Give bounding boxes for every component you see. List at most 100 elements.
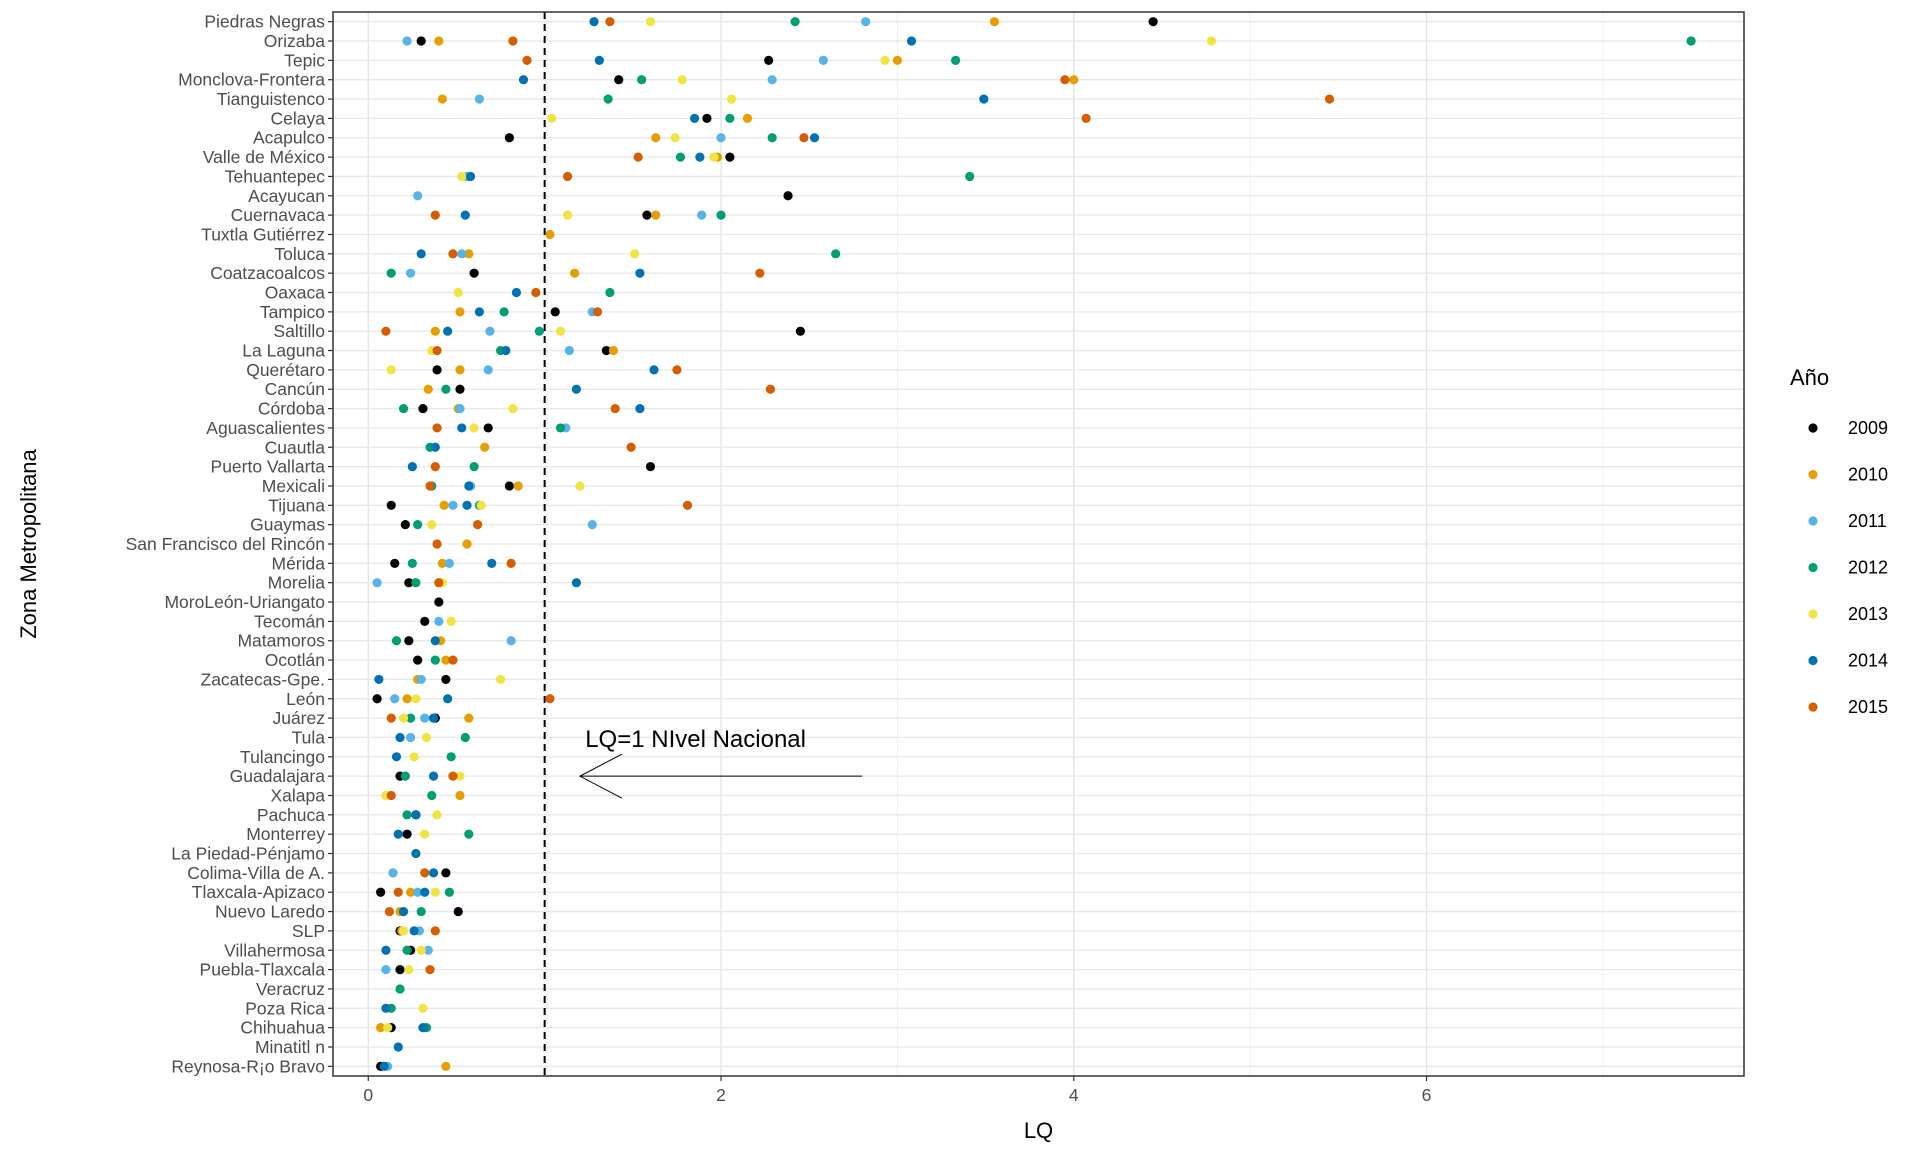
- data-point: [795, 326, 805, 336]
- data-point: [402, 829, 412, 839]
- legend-label: 2011: [1848, 511, 1887, 531]
- data-point: [395, 965, 405, 975]
- data-point: [430, 926, 440, 936]
- y-tick-label: SLP: [292, 921, 325, 941]
- data-point: [630, 249, 640, 259]
- y-tick-label: Cancún: [265, 379, 325, 399]
- data-point: [439, 500, 449, 510]
- data-point: [755, 268, 765, 278]
- data-point: [1069, 75, 1079, 85]
- data-point: [404, 578, 414, 588]
- y-tick-label: La Laguna: [242, 341, 325, 361]
- data-point: [562, 210, 573, 220]
- data-point: [677, 75, 687, 85]
- data-point: [1060, 75, 1070, 85]
- data-point: [413, 655, 423, 665]
- data-point: [411, 694, 421, 704]
- data-point: [425, 965, 435, 975]
- data-point: [799, 133, 809, 143]
- y-tick-label: Xalapa: [271, 785, 326, 805]
- data-point: [783, 191, 793, 201]
- data-point: [390, 694, 400, 704]
- data-point: [443, 694, 453, 704]
- y-axis: Piedras NegrasOrizabaTepicMonclova-Front…: [126, 12, 333, 1076]
- y-tick-label: Monterrey: [246, 824, 325, 844]
- data-point: [592, 307, 603, 317]
- y-axis-title: Zona Metropolitana: [16, 448, 41, 638]
- data-point: [437, 94, 447, 104]
- data-point: [430, 636, 440, 646]
- data-point: [406, 887, 416, 897]
- data-point: [444, 887, 455, 897]
- data-point: [637, 75, 647, 85]
- data-point: [765, 384, 776, 394]
- data-point: [416, 906, 426, 917]
- data-point: [398, 906, 409, 917]
- grid: [333, 12, 1744, 1076]
- data-point: [635, 268, 645, 278]
- data-point: [430, 462, 440, 472]
- data-point: [767, 133, 777, 143]
- data-point: [427, 790, 437, 801]
- data-point: [432, 423, 442, 433]
- y-tick-label: Monclova-Frontera: [178, 70, 325, 90]
- data-point: [589, 17, 599, 27]
- data-point: [979, 94, 989, 104]
- data-point: [448, 655, 458, 665]
- data-point: [601, 345, 611, 356]
- data-point: [564, 345, 574, 356]
- data-point: [464, 829, 474, 839]
- y-tick-label: Tuxtla Gutiérrez: [201, 224, 325, 244]
- data-point: [432, 345, 442, 356]
- y-tick-label: Reynosa-R¡o Bravo: [171, 1056, 325, 1076]
- data-point: [386, 365, 396, 375]
- data-points: [372, 17, 1696, 1071]
- data-point: [398, 403, 409, 414]
- data-point: [434, 578, 444, 588]
- data-point: [381, 965, 391, 975]
- y-tick-label: Mexicali: [262, 476, 325, 496]
- data-point: [404, 636, 414, 646]
- data-point: [562, 171, 573, 182]
- data-point: [421, 732, 432, 743]
- data-point: [464, 713, 474, 723]
- data-point: [418, 403, 428, 414]
- data-point: [455, 365, 465, 375]
- y-tick-label: Colima-Villa de A.: [187, 863, 325, 883]
- data-point: [508, 403, 518, 414]
- data-point: [501, 345, 511, 356]
- y-tick-label: Matamoros: [237, 631, 325, 651]
- data-point: [464, 481, 474, 491]
- legend-key: [1808, 562, 1818, 573]
- data-point: [709, 152, 719, 162]
- y-tick-label: Saltillo: [273, 321, 325, 341]
- series-2013: [381, 17, 1216, 1033]
- data-point: [437, 558, 447, 568]
- y-tick-label: Guaymas: [250, 515, 325, 535]
- x-tick-label: 4: [1069, 1085, 1079, 1105]
- data-point: [689, 113, 700, 123]
- data-point: [861, 17, 871, 27]
- y-tick-label: Chihuahua: [240, 1018, 325, 1038]
- data-point: [716, 210, 726, 220]
- data-point: [386, 790, 396, 801]
- data-point: [381, 945, 391, 955]
- x-tick-label: 0: [363, 1085, 373, 1105]
- data-point: [388, 868, 398, 878]
- data-point: [418, 1023, 428, 1033]
- data-point: [476, 500, 486, 510]
- data-point: [402, 810, 412, 820]
- data-point: [951, 55, 961, 65]
- data-point: [446, 616, 456, 626]
- data-point: [391, 636, 402, 646]
- data-point: [809, 133, 820, 143]
- annotation-label: LQ=1 NIvel Nacional: [585, 726, 806, 753]
- data-point: [391, 752, 402, 762]
- legend-label: 2012: [1848, 558, 1888, 578]
- y-tick-label: León: [286, 689, 325, 709]
- data-point: [409, 926, 419, 936]
- y-tick-label: Tehuantepec: [225, 166, 325, 186]
- data-point: [418, 1003, 428, 1013]
- data-point: [965, 171, 975, 182]
- data-point: [411, 810, 421, 820]
